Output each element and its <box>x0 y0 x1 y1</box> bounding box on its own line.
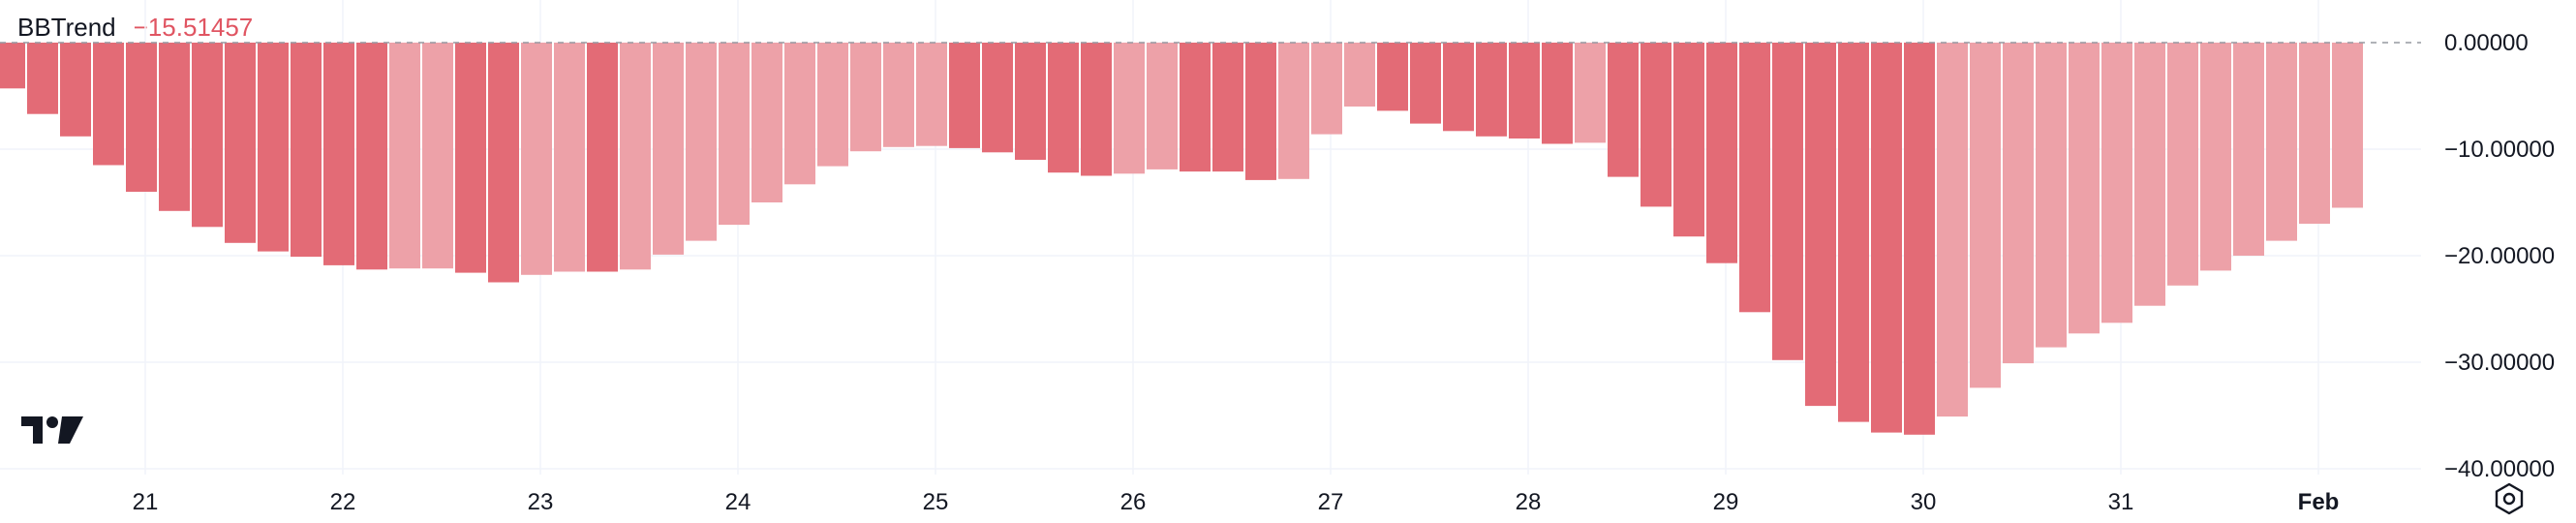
histogram-bar <box>2003 43 2034 364</box>
histogram-bar <box>1739 43 1770 313</box>
y-tick-label: −40.00000 <box>2444 456 2555 482</box>
histogram-bar <box>488 43 519 283</box>
histogram-bars <box>0 43 2363 435</box>
histogram-bar <box>1509 43 1540 138</box>
histogram-bar <box>1344 43 1375 107</box>
histogram-bar <box>389 43 420 269</box>
histogram-bar <box>1114 43 1145 174</box>
histogram-bar <box>521 43 552 275</box>
histogram-bar <box>850 43 881 152</box>
histogram-bar <box>784 43 815 185</box>
histogram-bar <box>817 43 848 167</box>
x-tick-label: 25 <box>923 489 949 515</box>
histogram-bar <box>1278 43 1309 179</box>
histogram-bar <box>1180 43 1211 172</box>
histogram-bar <box>1641 43 1671 207</box>
histogram-bar <box>1542 43 1573 144</box>
histogram-bar <box>291 43 322 258</box>
indicator-name[interactable]: BBTrend <box>17 13 116 42</box>
histogram-bar <box>2299 43 2330 224</box>
histogram-bar <box>1838 43 1869 422</box>
histogram-bar <box>1805 43 1836 407</box>
histogram-bar <box>1048 43 1079 173</box>
histogram-bar <box>225 43 256 243</box>
histogram-bar <box>751 43 782 202</box>
histogram-bar <box>0 43 25 89</box>
histogram-bar <box>1245 43 1276 180</box>
histogram-bar <box>1608 43 1639 177</box>
histogram-bar <box>60 43 91 137</box>
x-tick-label: 29 <box>1713 489 1739 515</box>
y-tick-label: 0.00000 <box>2444 30 2529 56</box>
histogram-bar <box>2101 43 2132 323</box>
x-tick-label: 30 <box>1911 489 1937 515</box>
histogram-bar <box>1410 43 1441 124</box>
histogram-bar <box>2332 43 2363 208</box>
histogram-bar <box>1706 43 1737 263</box>
histogram-bar <box>587 43 618 272</box>
histogram-bar <box>1970 43 2001 388</box>
histogram-bar <box>2266 43 2297 241</box>
histogram-bar <box>883 43 914 147</box>
histogram-bar <box>1904 43 1935 435</box>
x-tick-label: 26 <box>1120 489 1147 515</box>
x-tick-label: 24 <box>725 489 751 515</box>
indicator-value: −15.51457 <box>133 13 254 42</box>
y-tick-label: −30.00000 <box>2444 350 2555 376</box>
histogram-bar <box>982 43 1013 153</box>
y-tick-label: −10.00000 <box>2444 137 2555 163</box>
histogram-bar <box>1443 43 1474 132</box>
histogram-bar <box>2167 43 2198 286</box>
histogram-bar <box>1081 43 1112 176</box>
price-axis: 0.00000 −10.00000 −20.00000 −30.00000 −40.00… <box>2444 30 2555 482</box>
histogram-bar <box>1871 43 1902 433</box>
histogram-bar <box>1212 43 1243 172</box>
histogram-bar <box>2134 43 2165 306</box>
indicator-legend[interactable]: BBTrend −15.51457 <box>17 10 253 45</box>
histogram-bar <box>93 43 124 166</box>
histogram-bar <box>1476 43 1507 137</box>
histogram-bar <box>949 43 980 148</box>
histogram-bar <box>323 43 354 265</box>
x-tick-label: 23 <box>528 489 554 515</box>
histogram-bar <box>719 43 750 226</box>
histogram-bar <box>455 43 486 273</box>
x-tick-label: 27 <box>1318 489 1344 515</box>
x-tick-label: 21 <box>133 489 159 515</box>
histogram-bar <box>1377 43 1408 111</box>
histogram-bar <box>126 43 157 192</box>
x-tick-label: 22 <box>330 489 356 515</box>
histogram-bar <box>356 43 387 270</box>
histogram-bar <box>653 43 684 255</box>
histogram-bar <box>2036 43 2067 348</box>
histogram-bar <box>1015 43 1046 160</box>
histogram-bar <box>916 43 947 146</box>
x-tick-label: 31 <box>2108 489 2134 515</box>
tradingview-logo-icon[interactable] <box>21 415 83 446</box>
histogram-bar <box>1147 43 1178 169</box>
x-tick-label: 28 <box>1516 489 1542 515</box>
settings-hexagon-icon[interactable] <box>2493 482 2526 515</box>
histogram-bar <box>27 43 58 114</box>
histogram-bar <box>159 43 190 211</box>
histogram-bar <box>1575 43 1606 143</box>
histogram-bar <box>1673 43 1704 237</box>
histogram-bar <box>192 43 223 228</box>
histogram-bar <box>554 43 585 272</box>
histogram-bar <box>686 43 717 241</box>
histogram-bar <box>2200 43 2231 271</box>
histogram-bar <box>1937 43 1968 417</box>
histogram-bar <box>1772 43 1803 360</box>
time-axis: 21 22 23 24 25 26 27 28 29 30 31 Feb <box>133 489 2340 515</box>
histogram-bar <box>422 43 453 269</box>
histogram-bar <box>2069 43 2100 334</box>
histogram-bar <box>620 43 651 270</box>
histogram-bar <box>1311 43 1342 135</box>
histogram-bar <box>258 43 289 252</box>
y-tick-label: −20.00000 <box>2444 243 2555 269</box>
x-tick-label: Feb <box>2298 489 2340 515</box>
histogram-bar <box>2233 43 2264 256</box>
